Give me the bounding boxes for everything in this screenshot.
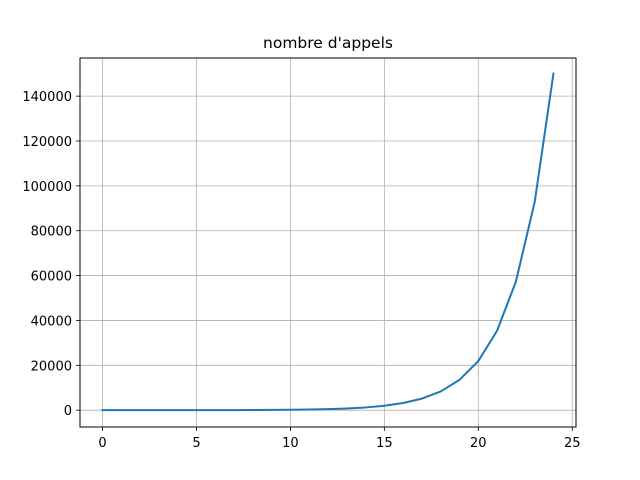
chart-title: nombre d'appels (263, 34, 393, 52)
y-tick-label: 20000 (31, 359, 72, 374)
y-tick-label: 40000 (31, 314, 72, 329)
x-tick-label: 0 (98, 436, 106, 451)
x-tick-label: 20 (470, 436, 487, 451)
y-tick-label: 140000 (22, 90, 72, 105)
grid-lines (80, 58, 576, 427)
y-tick-label: 80000 (31, 225, 72, 240)
plot-frame (79, 57, 577, 428)
x-tick-label: 15 (376, 436, 393, 451)
y-tick-label: 0 (64, 404, 72, 419)
x-tick-label: 5 (192, 436, 200, 451)
x-tick-label: 10 (282, 436, 299, 451)
y-tick-label: 100000 (22, 180, 72, 195)
series-line (101, 72, 555, 412)
tick-layer: 0 5 10 15 20 25 0 20000 40000 60000 80000 100000 120… (22, 90, 580, 451)
series-layer (101, 72, 555, 412)
x-tick-label: 25 (564, 436, 581, 451)
y-tick-label: 120000 (22, 135, 72, 150)
y-tick-label: 60000 (31, 270, 72, 285)
